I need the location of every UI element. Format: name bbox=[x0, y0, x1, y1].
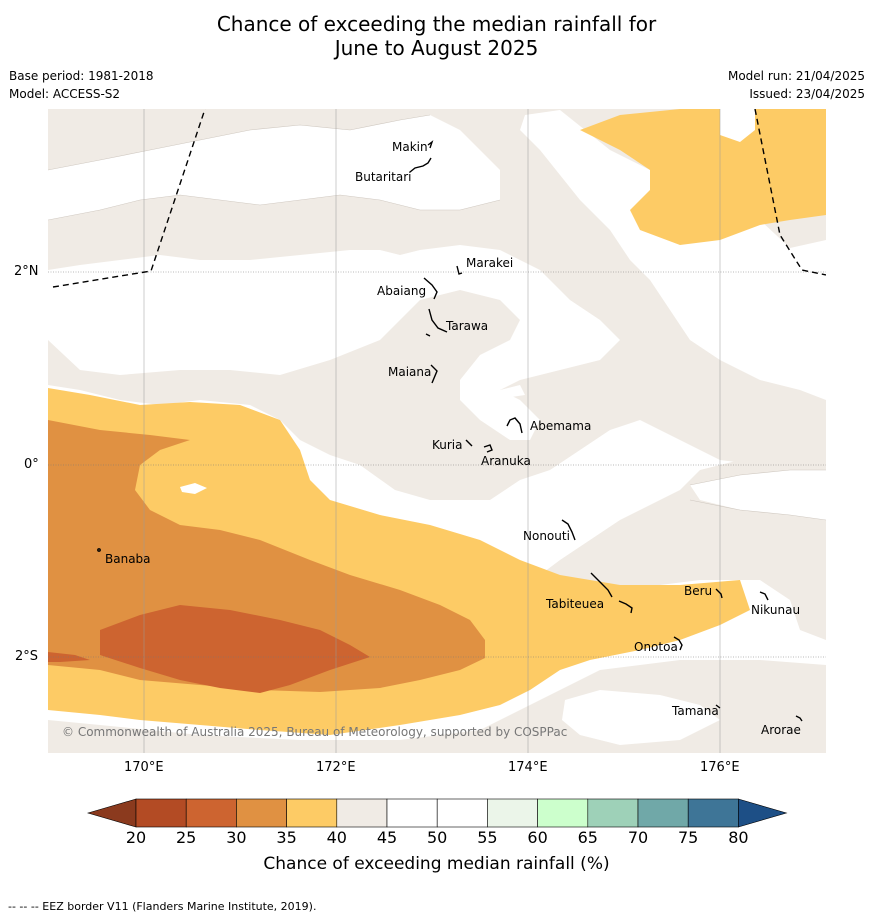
label-nikunau: Nikunau bbox=[751, 603, 800, 617]
legend-tick-label: 35 bbox=[276, 828, 297, 847]
legend-arrow-high bbox=[738, 798, 788, 828]
legend-tick-label: 20 bbox=[125, 828, 147, 847]
map-title-line-1: Chance of exceeding the median rainfall … bbox=[216, 12, 657, 36]
label-butaritari: Butaritari bbox=[355, 170, 412, 184]
legend-tick-label: 25 bbox=[176, 828, 197, 847]
x-tick-172e: 172°E bbox=[316, 760, 356, 775]
label-aranuka: Aranuka bbox=[481, 454, 531, 468]
model-run-text: Model run: 21/04/2025 bbox=[727, 69, 865, 83]
dark-orange-zone bbox=[100, 605, 370, 693]
label-abaiang: Abaiang bbox=[377, 284, 426, 298]
label-makin: Makin bbox=[392, 140, 428, 154]
legend-swatch bbox=[637, 798, 689, 828]
legend-swatch bbox=[185, 798, 237, 828]
legend-swatch bbox=[687, 798, 739, 828]
legend-tick-label: 40 bbox=[326, 828, 347, 847]
legend-title: Chance of exceeding median rainfall (%) bbox=[263, 854, 610, 874]
yellow-zone-northeast bbox=[580, 109, 826, 245]
legend-tick-label: 45 bbox=[376, 828, 398, 847]
model-text: Model: ACCESS-S2 bbox=[9, 87, 121, 101]
base-period-text: Base period: 1981-2018 bbox=[9, 69, 154, 83]
legend-tick-label: 30 bbox=[226, 828, 247, 847]
legend-tick-label: 65 bbox=[577, 828, 598, 847]
label-abemama: Abemama bbox=[530, 419, 591, 433]
legend-swatch bbox=[587, 798, 639, 828]
legend-tick-label: 70 bbox=[627, 828, 649, 847]
label-tabiteuea: Tabiteuea bbox=[545, 597, 604, 611]
legend-tick-label: 80 bbox=[728, 828, 749, 847]
legend-swatch bbox=[236, 798, 287, 828]
y-tick-2s: 2°S bbox=[15, 649, 39, 664]
legend-swatch bbox=[386, 798, 438, 828]
x-tick-170e: 170°E bbox=[124, 760, 164, 775]
eez-footer-note: -- -- -- EEZ border V11 (Flanders Marine… bbox=[8, 900, 317, 913]
legend-tick-label: 50 bbox=[427, 828, 448, 847]
label-tarawa: Tarawa bbox=[445, 319, 488, 333]
y-tick-2n: 2°N bbox=[14, 264, 39, 279]
legend-swatch bbox=[135, 798, 187, 828]
x-tick-176e: 176°E bbox=[700, 760, 740, 775]
y-tick-0: 0° bbox=[24, 457, 39, 472]
issued-text: Issued: 23/04/2025 bbox=[749, 87, 865, 101]
x-tick-174e: 174°E bbox=[508, 760, 548, 775]
label-arorae: Arorae bbox=[761, 723, 801, 737]
label-marakei: Marakei bbox=[466, 256, 513, 270]
label-onotoa: Onotoa bbox=[634, 640, 678, 654]
legend-tick-label: 55 bbox=[477, 828, 498, 847]
legend-tick-label: 75 bbox=[678, 828, 699, 847]
label-banaba: Banaba bbox=[105, 552, 151, 566]
legend-swatch bbox=[537, 798, 589, 828]
legend-swatch bbox=[487, 798, 538, 828]
legend-tick-label: 60 bbox=[527, 828, 548, 847]
legend-colorbar bbox=[86, 798, 788, 828]
map-title-line-2: June to August 2025 bbox=[334, 36, 539, 60]
label-kuria: Kuria bbox=[432, 438, 463, 452]
legend-arrow-low bbox=[86, 798, 137, 828]
label-nonouti: Nonouti bbox=[523, 529, 570, 543]
label-beru: Beru bbox=[684, 584, 712, 598]
label-maiana: Maiana bbox=[388, 365, 431, 379]
label-tamana: Tamana bbox=[671, 704, 719, 718]
copyright-text: © Commonwealth of Australia 2025, Bureau… bbox=[62, 725, 567, 739]
beige-zone-north bbox=[48, 109, 826, 500]
legend-swatch bbox=[336, 798, 388, 828]
legend-swatch bbox=[286, 798, 338, 828]
legend-swatch bbox=[436, 798, 488, 828]
